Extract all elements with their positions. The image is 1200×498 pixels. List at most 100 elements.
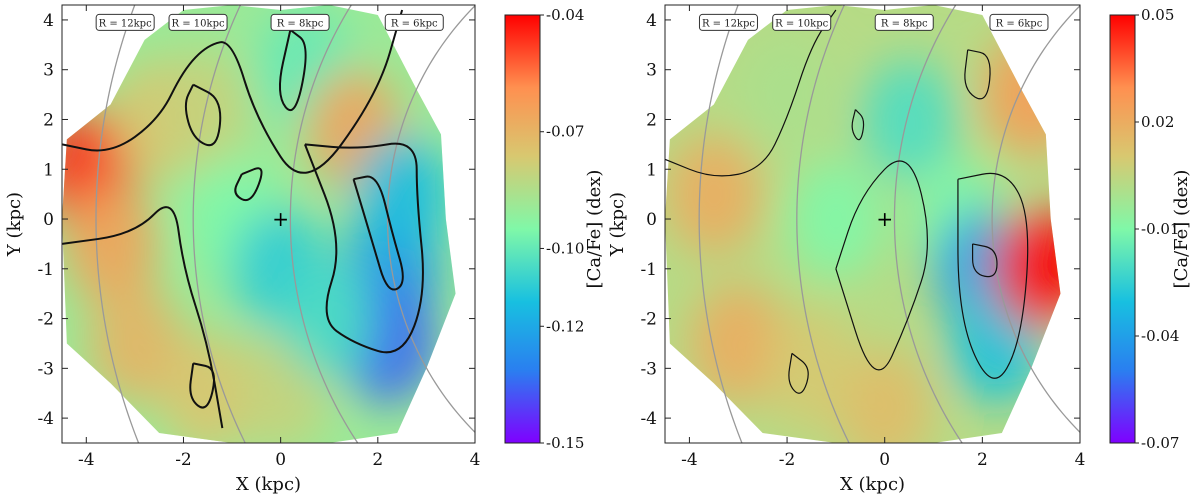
centre-marker: +	[272, 207, 289, 231]
y-tick-label: -4	[640, 409, 657, 429]
contour-line	[665, 9, 837, 177]
heatmap-cell	[665, 134, 762, 255]
heatmap-cell	[159, 333, 256, 443]
y-tick-label: 1	[646, 160, 657, 180]
radius-arc	[386, 5, 475, 434]
contour-line	[971, 243, 998, 278]
colorbar	[504, 14, 541, 444]
x-axis-label: X (kpc)	[840, 474, 905, 495]
colorbar-tick-label: -0.15	[546, 434, 584, 452]
colorbar	[1109, 14, 1136, 444]
x-tick-label: 2	[977, 450, 988, 470]
heatmap-cell	[787, 159, 884, 280]
contour-line	[957, 172, 1029, 379]
y-tick-label: 4	[43, 11, 54, 31]
contour-line	[279, 29, 307, 112]
x-tick-label: 0	[879, 450, 890, 470]
heatmap-cell	[861, 59, 958, 180]
y-tick-label: 0	[43, 210, 54, 230]
contour-line	[835, 160, 929, 371]
heatmap	[62, 5, 456, 443]
centre-marker: +	[876, 207, 893, 231]
heatmap-cell	[690, 283, 787, 404]
radius-label: R = 10kpc	[172, 18, 225, 29]
radius-arc	[289, 5, 359, 443]
colorbar-tick-label: -0.07	[546, 123, 584, 141]
colorbar-tick-label: 0.02	[1141, 113, 1174, 131]
colorbar-tick-label: -0.07	[1141, 434, 1179, 452]
y-tick-label: 0	[646, 210, 657, 230]
radius-arc	[893, 5, 963, 443]
y-axis-label: Y (kpc)	[4, 192, 25, 257]
y-tick-label: 3	[43, 61, 54, 81]
y-tick-label: -1	[37, 260, 54, 280]
contour-line	[851, 109, 865, 141]
heatmap-cell	[281, 258, 378, 379]
contour-line	[234, 167, 263, 202]
y-tick-label: 1	[43, 160, 54, 180]
radius-arc	[95, 5, 140, 443]
radius-arc	[698, 5, 743, 443]
heatmap-cell	[154, 49, 251, 170]
y-tick-label: -4	[37, 409, 54, 429]
contour-line	[788, 352, 809, 394]
contour-line	[184, 83, 222, 147]
contour-line	[964, 49, 991, 100]
y-tick-label: 4	[646, 11, 657, 31]
contour-line	[304, 142, 424, 354]
heatmap-cell	[763, 308, 860, 429]
x-tick-label: -4	[681, 450, 698, 470]
x-tick-label: -4	[78, 450, 95, 470]
y-tick-label: -3	[37, 359, 54, 379]
x-tick-label: 0	[275, 450, 286, 470]
colorbar-tick-label: -0.04	[546, 6, 584, 24]
colorbar-tick-label: 0.05	[1141, 6, 1174, 24]
colorbar-tick-label: -0.10	[546, 239, 584, 257]
radius-label: R = 10kpc	[775, 18, 828, 29]
heatmap-cell	[983, 34, 1061, 155]
colorbar-tick-label: -0.01	[1141, 220, 1179, 238]
heatmap-cell	[836, 348, 933, 443]
colorbar-tick-label: -0.12	[546, 317, 584, 335]
radius-label: R = 8kpc	[881, 18, 928, 29]
contours	[62, 9, 424, 429]
x-axis-label: X (kpc)	[236, 474, 301, 495]
contours	[665, 9, 1029, 394]
radius-label-box	[384, 13, 444, 31]
radius-label: R = 6kpc	[996, 18, 1043, 29]
radius-label: R = 12kpc	[702, 18, 755, 29]
contour-line	[189, 362, 215, 409]
colorbar-tick-label: -0.04	[1141, 327, 1179, 345]
radius-label-box	[168, 13, 228, 31]
y-tick-label: -3	[640, 359, 657, 379]
axes-frame	[61, 4, 476, 444]
radius-label-box	[874, 13, 934, 31]
radius-label-box	[698, 13, 758, 31]
y-tick-label: -2	[640, 310, 657, 330]
y-tick-label: -1	[640, 260, 657, 280]
y-tick-label: 2	[43, 110, 54, 130]
panel-1: R = 12kpc R = 10kpc R = 8kpc R = 6kpc + -4 -2 0…	[4, 4, 605, 495]
axes-frame	[664, 4, 1081, 444]
radius-label-box	[95, 13, 155, 31]
radius-label-box	[772, 13, 832, 31]
contour-line	[62, 206, 224, 429]
heatmap-cell	[86, 283, 183, 404]
radius-label: R = 8kpc	[277, 18, 324, 29]
radius-label: R = 6kpc	[391, 18, 438, 29]
y-tick-label: -2	[37, 310, 54, 330]
heatmap-cell	[992, 208, 1061, 329]
heatmap-cell	[739, 34, 836, 155]
heatmap-cell	[62, 183, 159, 304]
radius-label-box	[270, 13, 330, 31]
radius-label: R = 12kpc	[99, 18, 152, 29]
x-tick-label: 4	[1075, 450, 1086, 470]
y-axis-label: Y (kpc)	[607, 192, 628, 257]
contour-line	[62, 9, 404, 174]
x-tick-label: 4	[470, 450, 481, 470]
colorbar-label: [Ca/Fe] (dex)	[584, 170, 605, 289]
heatmap	[665, 5, 1061, 443]
radius-arc	[192, 5, 246, 443]
radius-arc	[991, 5, 1080, 434]
